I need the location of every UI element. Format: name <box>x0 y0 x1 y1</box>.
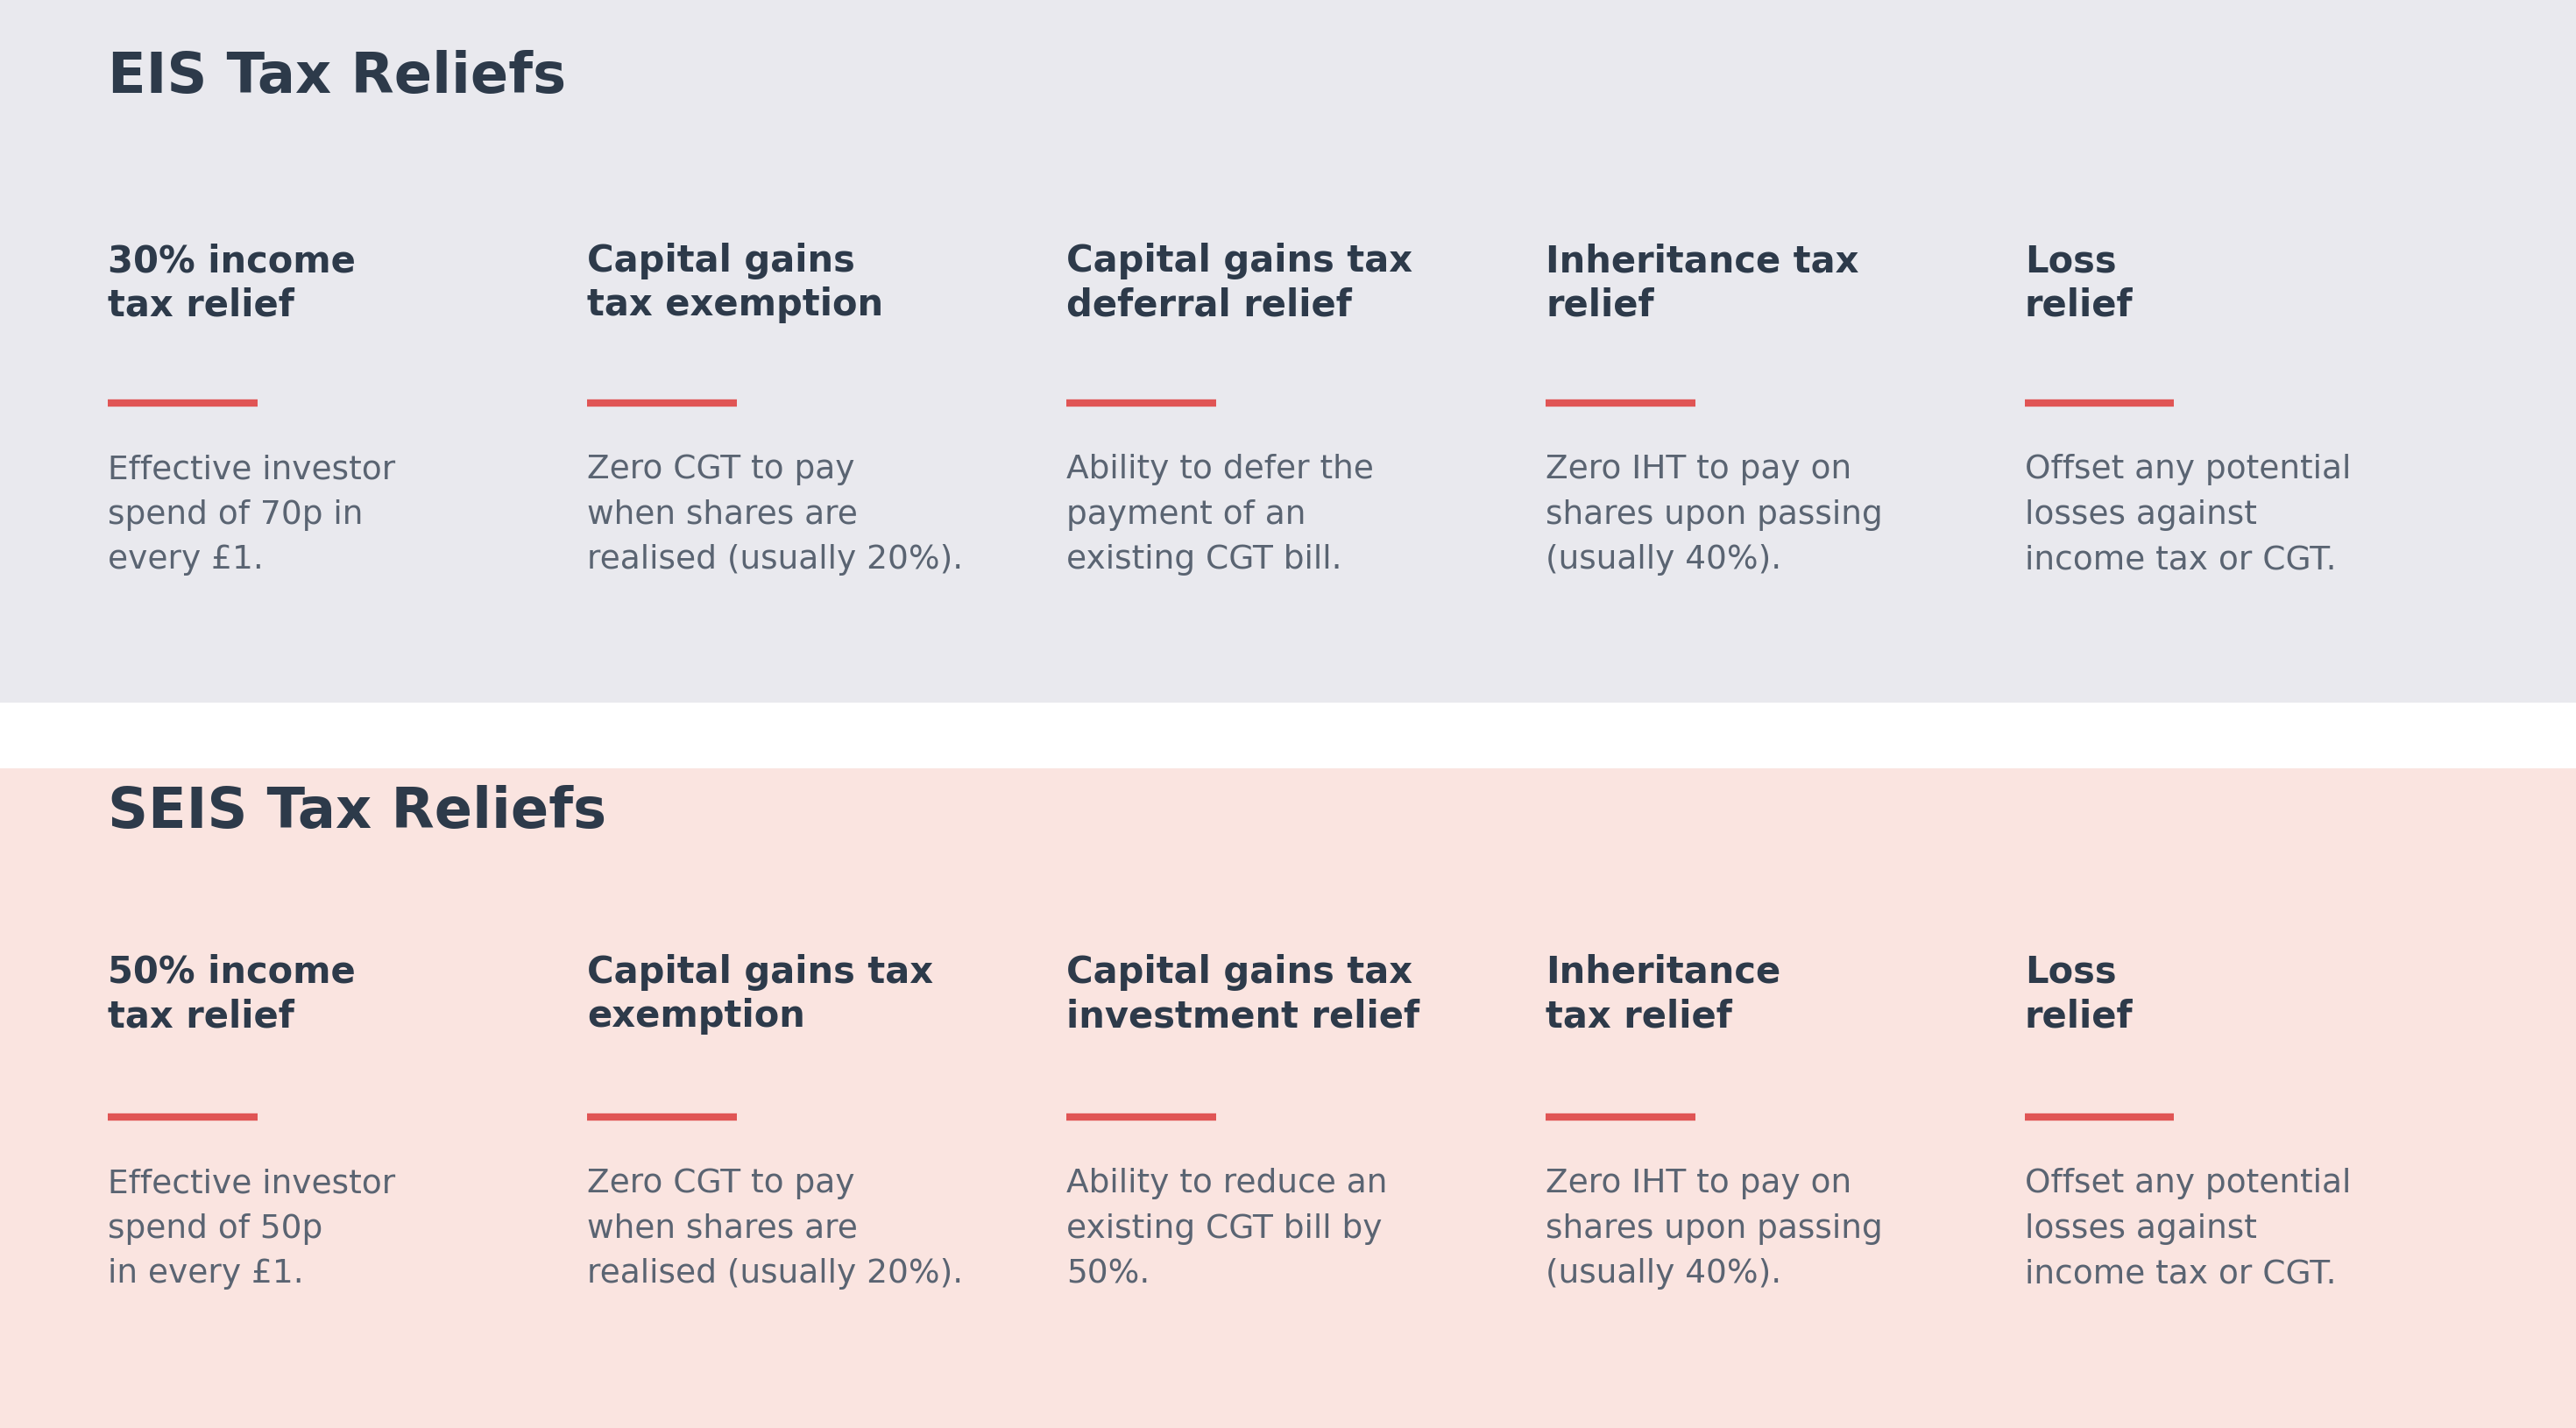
Text: Capital gains
tax exemption: Capital gains tax exemption <box>587 243 884 324</box>
Text: 30% income
tax relief: 30% income tax relief <box>108 243 355 324</box>
FancyBboxPatch shape <box>0 0 2576 703</box>
Text: Offset any potential
losses against
income tax or CGT.: Offset any potential losses against inco… <box>2025 454 2352 575</box>
Text: Effective investor
spend of 50p
in every £1.: Effective investor spend of 50p in every… <box>108 1168 397 1289</box>
Text: Offset any potential
losses against
income tax or CGT.: Offset any potential losses against inco… <box>2025 1168 2352 1289</box>
Text: SEIS Tax Reliefs: SEIS Tax Reliefs <box>108 785 608 840</box>
Text: Capital gains tax
deferral relief: Capital gains tax deferral relief <box>1066 243 1412 324</box>
Text: Zero CGT to pay
when shares are
realised (usually 20%).: Zero CGT to pay when shares are realised… <box>587 454 963 575</box>
Text: EIS Tax Reliefs: EIS Tax Reliefs <box>108 50 567 104</box>
Text: Zero IHT to pay on
shares upon passing
(usually 40%).: Zero IHT to pay on shares upon passing (… <box>1546 1168 1883 1289</box>
Text: Effective investor
spend of 70p in
every £1.: Effective investor spend of 70p in every… <box>108 454 397 575</box>
Text: Capital gains tax
exemption: Capital gains tax exemption <box>587 954 933 1035</box>
FancyBboxPatch shape <box>0 768 2576 1428</box>
Text: Inheritance tax
relief: Inheritance tax relief <box>1546 243 1860 324</box>
Text: Inheritance
tax relief: Inheritance tax relief <box>1546 954 1780 1035</box>
Text: Zero IHT to pay on
shares upon passing
(usually 40%).: Zero IHT to pay on shares upon passing (… <box>1546 454 1883 575</box>
FancyBboxPatch shape <box>0 703 2576 768</box>
Text: Zero CGT to pay
when shares are
realised (usually 20%).: Zero CGT to pay when shares are realised… <box>587 1168 963 1289</box>
Text: Ability to defer the
payment of an
existing CGT bill.: Ability to defer the payment of an exist… <box>1066 454 1373 575</box>
Text: Loss
relief: Loss relief <box>2025 243 2133 324</box>
Text: Capital gains tax
investment relief: Capital gains tax investment relief <box>1066 954 1419 1035</box>
Text: Loss
relief: Loss relief <box>2025 954 2133 1035</box>
Text: 50% income
tax relief: 50% income tax relief <box>108 954 355 1035</box>
Text: Ability to reduce an
existing CGT bill by
50%.: Ability to reduce an existing CGT bill b… <box>1066 1168 1388 1289</box>
